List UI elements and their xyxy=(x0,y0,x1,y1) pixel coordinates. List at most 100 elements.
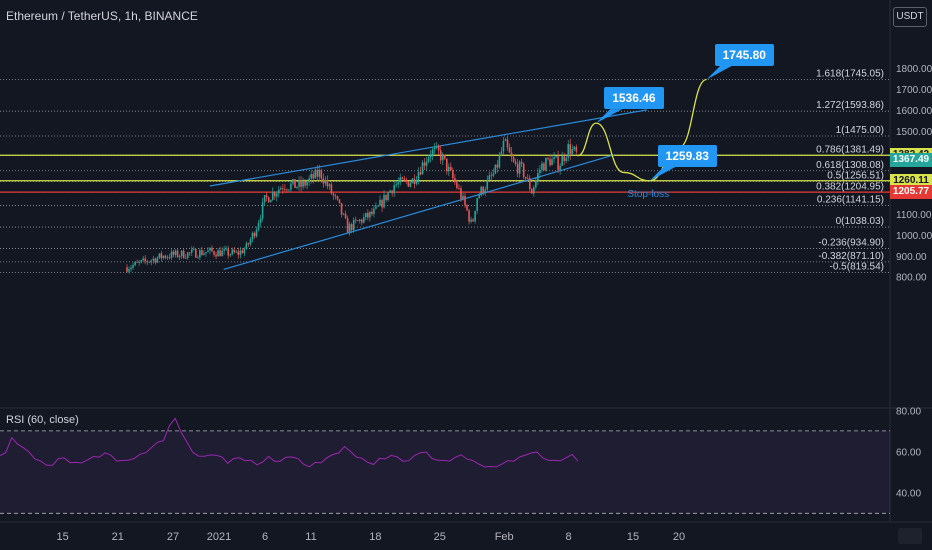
candle-body xyxy=(150,260,153,262)
candle-body xyxy=(385,194,387,201)
candle-body xyxy=(164,255,167,258)
candle-body xyxy=(286,189,288,191)
candle-body xyxy=(288,189,290,191)
candle-body xyxy=(209,247,211,251)
candle-body xyxy=(213,251,215,255)
candle-body xyxy=(207,250,209,253)
currency-selector[interactable]: USDT xyxy=(893,7,927,27)
candle-body xyxy=(443,154,446,159)
time-axis-label: 6 xyxy=(262,531,268,543)
candle-body xyxy=(458,188,460,189)
candle-body xyxy=(158,253,161,258)
candle-body xyxy=(575,146,578,152)
candle-body xyxy=(316,169,319,177)
candle-body xyxy=(512,157,515,162)
candle-body xyxy=(320,169,323,179)
candle-body xyxy=(239,250,242,255)
candle-body xyxy=(130,267,132,270)
channel-lower-line xyxy=(223,154,615,270)
candle-body xyxy=(284,188,286,190)
candle-body xyxy=(516,163,519,174)
candle-body xyxy=(482,186,485,194)
candle-body xyxy=(338,199,341,204)
candle-body xyxy=(219,250,221,257)
candle-body xyxy=(334,195,337,197)
candle-body xyxy=(318,169,321,177)
price-tick-label: 900.00 xyxy=(896,252,927,263)
rsi-line xyxy=(0,417,579,468)
candle-body xyxy=(128,269,130,272)
candle-body xyxy=(267,197,270,203)
candle-body xyxy=(215,254,217,257)
candle-body xyxy=(170,251,173,258)
candle-body xyxy=(227,248,229,256)
fib-level-label: -0.382(871.10) xyxy=(818,251,884,262)
candle-body xyxy=(468,210,470,222)
candle-body xyxy=(144,258,147,261)
candle-body xyxy=(553,157,555,160)
candle-body xyxy=(348,224,351,233)
candle-body xyxy=(541,163,543,170)
price-axis-tag: 1367.49 xyxy=(890,153,932,168)
time-axis-label: 8 xyxy=(566,531,572,543)
candle-body xyxy=(387,192,389,201)
candle-body xyxy=(255,229,258,237)
candle-body xyxy=(395,184,397,186)
candle-body xyxy=(415,180,418,184)
candle-body xyxy=(367,212,369,218)
candle-body xyxy=(223,249,225,251)
rsi-tick-label: 80.00 xyxy=(896,406,921,417)
candle-body xyxy=(427,157,430,162)
candle-body xyxy=(290,183,292,190)
candle-body xyxy=(247,243,250,245)
candle-body xyxy=(450,166,452,171)
candle-body xyxy=(454,178,456,183)
candle-body xyxy=(448,166,450,172)
candle-body xyxy=(557,156,559,170)
candle-body xyxy=(217,250,219,257)
candle-body xyxy=(178,256,181,257)
chart-title: Ethereum / TetherUS, 1h, BINANCE xyxy=(6,9,198,23)
candle-body xyxy=(573,146,576,150)
candle-body xyxy=(431,149,434,156)
candle-body xyxy=(201,250,203,255)
candle-body xyxy=(472,219,474,222)
candle-body xyxy=(379,199,381,206)
candle-body xyxy=(373,208,375,215)
price-tick-label: 800.00 xyxy=(896,273,927,284)
candle-body xyxy=(500,151,503,156)
candle-body xyxy=(346,218,349,233)
candle-body xyxy=(506,139,509,148)
candle-body xyxy=(445,158,448,172)
candle-body xyxy=(369,211,371,218)
candle-body xyxy=(304,181,306,186)
candle-body xyxy=(488,175,491,180)
rsi-label: RSI (60, close) xyxy=(6,414,79,426)
candle-body xyxy=(452,170,454,179)
candle-body xyxy=(160,253,163,259)
price-target-callout: 1259.83 xyxy=(657,144,717,167)
candle-body xyxy=(314,169,317,179)
time-axis-label: 2021 xyxy=(207,531,231,543)
candle-body xyxy=(231,249,234,255)
time-axis-label: 21 xyxy=(112,531,124,543)
candle-body xyxy=(269,199,272,203)
candle-body xyxy=(439,150,442,161)
candle-body xyxy=(195,249,197,258)
candle-body xyxy=(399,177,402,183)
time-axis-label: 25 xyxy=(434,531,446,543)
candle-body xyxy=(168,257,171,258)
candle-body xyxy=(180,250,183,257)
candle-body xyxy=(429,155,432,158)
candle-body xyxy=(205,252,207,254)
candle-body xyxy=(350,224,353,231)
time-axis-label: 20 xyxy=(673,531,685,543)
candle-body xyxy=(383,194,385,208)
candle-body xyxy=(140,260,142,262)
candle-body xyxy=(229,254,232,256)
candle-body xyxy=(486,179,489,190)
price-tick-label: 1000.00 xyxy=(896,231,932,242)
candle-body xyxy=(148,261,151,263)
candle-body xyxy=(433,147,436,150)
